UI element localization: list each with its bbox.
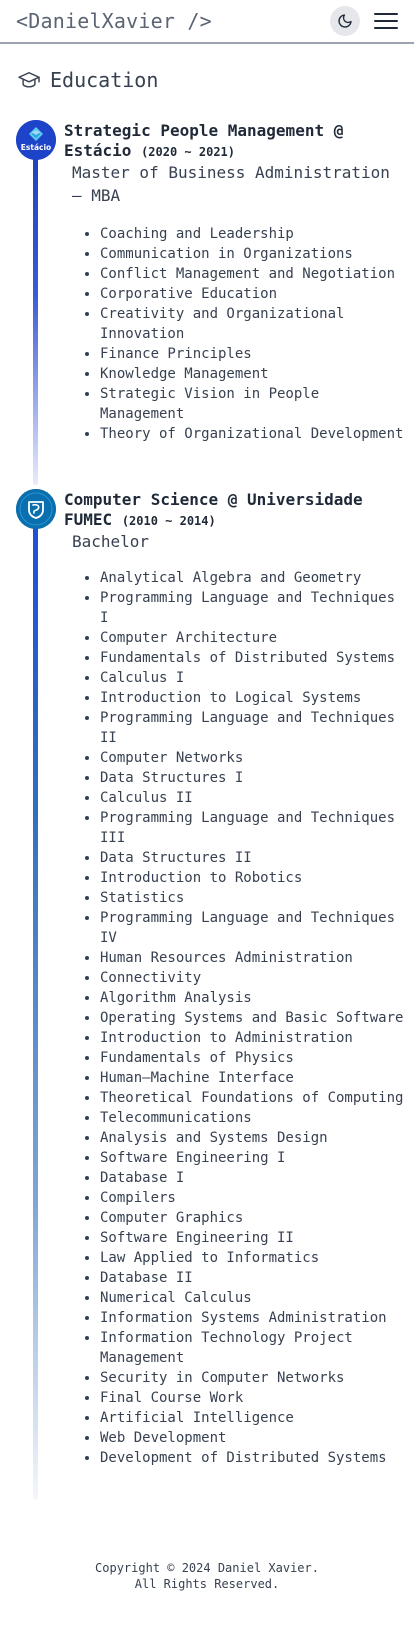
rights-text: All Rights Reserved. [134,1577,280,1591]
list-item: Programming Language and Techniques II [100,708,406,748]
list-item: Corporative Education [100,284,406,304]
list-item: Data Structures II [100,848,406,868]
institution-title: Strategic People Management @ Estácio [64,121,344,160]
list-item: Analytical Algebra and Geometry [100,568,406,588]
svg-text:Estácio: Estácio [21,143,51,152]
list-item: Information Systems Administration [100,1308,406,1328]
list-item: Introduction to Administration [100,1028,406,1048]
list-item: Statistics [100,888,406,908]
list-item: Programming Language and Techniques I [100,588,406,628]
copyright-text: Copyright © 2024 Daniel Xavier. [95,1561,319,1575]
list-item: Compilers [100,1188,406,1208]
list-item: Database II [100,1268,406,1288]
list-item: Theoretical Foundations of Computing [100,1088,406,1108]
list-item: Algorithm Analysis [100,988,406,1008]
list-item: Artificial Intelligence [100,1408,406,1428]
list-item: Communication in Organizations [100,244,406,264]
section-heading: Education [18,68,158,92]
list-item: Fundamentals of Distributed Systems [100,648,406,668]
list-item: Knowledge Management [100,364,406,384]
list-item: Information Technology Project Managemen… [100,1328,406,1368]
list-item: Computer Graphics [100,1208,406,1228]
menu-button[interactable] [374,9,398,33]
list-item: Human–Machine Interface [100,1068,406,1088]
list-item: Strategic Vision in People Management [100,384,406,424]
list-item: Computer Architecture [100,628,406,648]
list-item: Security in Computer Networks [100,1368,406,1388]
list-item: Numerical Calculus [100,1288,406,1308]
entry-degree: Master of Business Administration – MBA [72,163,390,205]
graduation-cap-icon [18,72,40,88]
list-item: Calculus II [100,788,406,808]
list-item: Final Course Work [100,1388,406,1408]
list-item: Programming Language and Techniques IV [100,908,406,948]
moon-icon [338,14,352,28]
entry-years: (2010 ~ 2014) [121,514,216,528]
list-item: Telecommunications [100,1108,406,1128]
list-item: Calculus I [100,668,406,688]
entry-years: (2020 ~ 2021) [141,145,235,159]
list-item: Theory of Organizational Development [100,424,406,444]
list-item: Development of Distributed Systems [100,1448,406,1468]
institution-title: Computer Science @ Universidade FUMEC [64,490,363,529]
estacio-logo: Estácio [16,120,56,160]
entry-degree: Bachelor [72,532,150,551]
list-item: Software Engineering II [100,1228,406,1248]
list-item: Law Applied to Informatics [100,1248,406,1268]
section-title: Education [50,68,159,92]
site-logo[interactable]: <DanielXavier /> [16,9,212,33]
course-list: Coaching and Leadership Communication in… [76,224,406,444]
list-item: Data Structures I [100,768,406,788]
list-item: Web Development [100,1428,406,1448]
list-item: Human Resources Administration [100,948,406,968]
header-actions [330,6,398,36]
site-header: <DanielXavier /> [0,0,414,44]
list-item: Coaching and Leadership [100,224,406,244]
list-item: Finance Principles [100,344,406,364]
list-item: Computer Networks [100,748,406,768]
timeline-line [33,510,38,1500]
timeline-line [33,140,38,485]
list-item: Operating Systems and Basic Software [100,1008,406,1028]
list-item: Database I [100,1168,406,1188]
list-item: Conflict Management and Negotiation [100,264,406,284]
fumec-logo [16,489,56,529]
list-item: Programming Language and Techniques III [100,808,406,848]
list-item: Software Engineering I [100,1148,406,1168]
hamburger-menu-icon [374,13,398,15]
course-list: Analytical Algebra and Geometry Programm… [76,568,406,1468]
site-footer: Copyright © 2024 Daniel Xavier. All Righ… [0,1560,414,1592]
list-item: Creativity and Organizational Innovation [100,304,406,344]
list-item: Analysis and Systems Design [100,1128,406,1148]
list-item: Introduction to Robotics [100,868,406,888]
list-item: Fundamentals of Physics [100,1048,406,1068]
list-item: Connectivity [100,968,406,988]
theme-toggle-button[interactable] [330,6,360,36]
entry-title: Computer Science @ Universidade FUMEC (2… [64,490,404,531]
list-item: Introduction to Logical Systems [100,688,406,708]
entry-title: Strategic People Management @ Estácio (2… [64,121,404,162]
